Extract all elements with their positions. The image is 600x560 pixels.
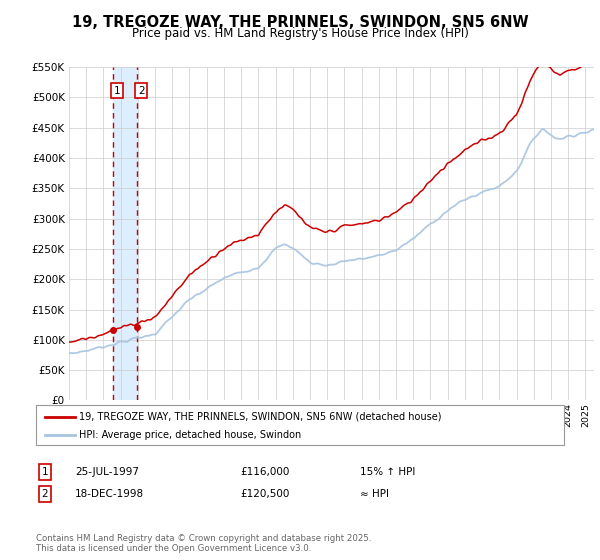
- Text: 19, TREGOZE WAY, THE PRINNELS, SWINDON, SN5 6NW: 19, TREGOZE WAY, THE PRINNELS, SWINDON, …: [71, 15, 529, 30]
- Text: 1: 1: [114, 86, 121, 96]
- Bar: [113, 67, 137, 400]
- Text: 2: 2: [41, 489, 49, 499]
- Text: ≈ HPI: ≈ HPI: [360, 489, 389, 499]
- Text: 25-JUL-1997: 25-JUL-1997: [75, 467, 139, 477]
- Text: £116,000: £116,000: [240, 467, 289, 477]
- Text: 15% ↑ HPI: 15% ↑ HPI: [360, 467, 415, 477]
- Text: 18-DEC-1998: 18-DEC-1998: [75, 489, 144, 499]
- Text: 1: 1: [41, 467, 49, 477]
- Text: Price paid vs. HM Land Registry's House Price Index (HPI): Price paid vs. HM Land Registry's House …: [131, 27, 469, 40]
- Text: Contains HM Land Registry data © Crown copyright and database right 2025.
This d: Contains HM Land Registry data © Crown c…: [36, 534, 371, 553]
- Text: 19, TREGOZE WAY, THE PRINNELS, SWINDON, SN5 6NW (detached house): 19, TREGOZE WAY, THE PRINNELS, SWINDON, …: [79, 412, 442, 422]
- Text: HPI: Average price, detached house, Swindon: HPI: Average price, detached house, Swin…: [79, 430, 301, 440]
- Text: £120,500: £120,500: [240, 489, 289, 499]
- Text: 2: 2: [138, 86, 145, 96]
